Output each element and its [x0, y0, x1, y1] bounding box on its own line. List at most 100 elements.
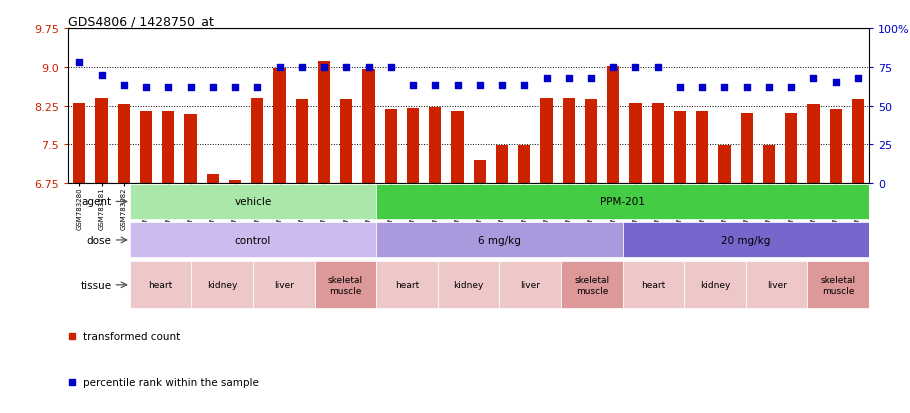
FancyBboxPatch shape: [807, 261, 869, 309]
FancyBboxPatch shape: [376, 185, 869, 219]
Point: [450, 83, 465, 90]
Point: [561, 75, 576, 82]
Bar: [251, 99, 264, 184]
Bar: [229, 180, 241, 184]
FancyBboxPatch shape: [622, 261, 684, 309]
Point: [361, 64, 376, 71]
Bar: [185, 115, 197, 184]
Point: [583, 75, 598, 82]
Text: percentile rank within the sample: percentile rank within the sample: [83, 377, 258, 387]
Text: heart: heart: [148, 281, 173, 290]
Text: vehicle: vehicle: [235, 197, 272, 207]
Text: control: control: [235, 235, 271, 245]
Point: [495, 83, 510, 90]
Text: 6 mg/kg: 6 mg/kg: [478, 235, 521, 245]
Point: [762, 84, 776, 91]
Point: [428, 83, 442, 90]
Bar: [96, 99, 107, 184]
Bar: [207, 175, 219, 184]
Point: [717, 84, 732, 91]
Bar: [785, 114, 797, 184]
Bar: [852, 100, 864, 184]
FancyBboxPatch shape: [500, 261, 561, 309]
Bar: [451, 112, 464, 184]
Bar: [741, 114, 753, 184]
Point: [95, 72, 109, 78]
FancyBboxPatch shape: [746, 261, 807, 309]
FancyBboxPatch shape: [376, 261, 438, 309]
Point: [339, 64, 354, 71]
Text: liver: liver: [766, 281, 786, 290]
Text: dose: dose: [86, 235, 111, 245]
Point: [228, 84, 242, 91]
Point: [695, 84, 710, 91]
Point: [317, 64, 331, 71]
Bar: [362, 70, 375, 184]
Point: [806, 75, 821, 82]
Point: [272, 64, 287, 71]
Point: [406, 83, 420, 90]
Point: [161, 84, 176, 91]
Text: transformed count: transformed count: [83, 332, 180, 342]
Text: kidney: kidney: [207, 281, 238, 290]
Bar: [562, 99, 575, 184]
Bar: [718, 146, 731, 184]
Text: PPM-201: PPM-201: [601, 197, 645, 207]
Bar: [117, 105, 130, 184]
Point: [740, 84, 754, 91]
Point: [851, 75, 865, 82]
Bar: [73, 104, 86, 184]
FancyBboxPatch shape: [191, 261, 253, 309]
Point: [383, 64, 398, 71]
Point: [672, 84, 687, 91]
Point: [183, 84, 197, 91]
Point: [295, 64, 309, 71]
Text: kidney: kidney: [453, 281, 484, 290]
Text: kidney: kidney: [700, 281, 730, 290]
Bar: [430, 108, 441, 184]
Text: skeletal
muscle: skeletal muscle: [821, 275, 855, 295]
Bar: [830, 110, 842, 184]
FancyBboxPatch shape: [438, 261, 500, 309]
Point: [139, 84, 154, 91]
Bar: [162, 112, 175, 184]
Bar: [340, 100, 352, 184]
Bar: [763, 146, 775, 184]
FancyBboxPatch shape: [622, 223, 869, 258]
Bar: [496, 146, 508, 184]
Bar: [585, 100, 597, 184]
Bar: [273, 69, 286, 184]
Point: [472, 83, 487, 90]
FancyBboxPatch shape: [561, 261, 622, 309]
Point: [628, 64, 642, 71]
Text: skeletal
muscle: skeletal muscle: [574, 275, 610, 295]
Bar: [518, 146, 531, 184]
Text: heart: heart: [642, 281, 665, 290]
Text: agent: agent: [81, 197, 111, 207]
FancyBboxPatch shape: [253, 261, 315, 309]
FancyBboxPatch shape: [376, 223, 622, 258]
Bar: [607, 66, 620, 184]
Bar: [385, 110, 397, 184]
Text: liver: liver: [521, 281, 541, 290]
Text: liver: liver: [274, 281, 294, 290]
Bar: [630, 104, 642, 184]
Point: [517, 83, 531, 90]
Bar: [696, 112, 708, 184]
Bar: [296, 100, 308, 184]
FancyBboxPatch shape: [130, 223, 376, 258]
FancyBboxPatch shape: [315, 261, 376, 309]
Point: [72, 59, 86, 66]
Text: heart: heart: [395, 281, 420, 290]
Bar: [652, 104, 664, 184]
Text: GDS4806 / 1428750_at: GDS4806 / 1428750_at: [68, 15, 214, 28]
Bar: [318, 62, 330, 184]
Point: [828, 80, 843, 86]
Point: [250, 84, 265, 91]
FancyBboxPatch shape: [684, 261, 746, 309]
Bar: [407, 109, 420, 184]
Bar: [673, 112, 686, 184]
FancyBboxPatch shape: [130, 185, 376, 219]
Bar: [541, 99, 552, 184]
Bar: [473, 161, 486, 184]
